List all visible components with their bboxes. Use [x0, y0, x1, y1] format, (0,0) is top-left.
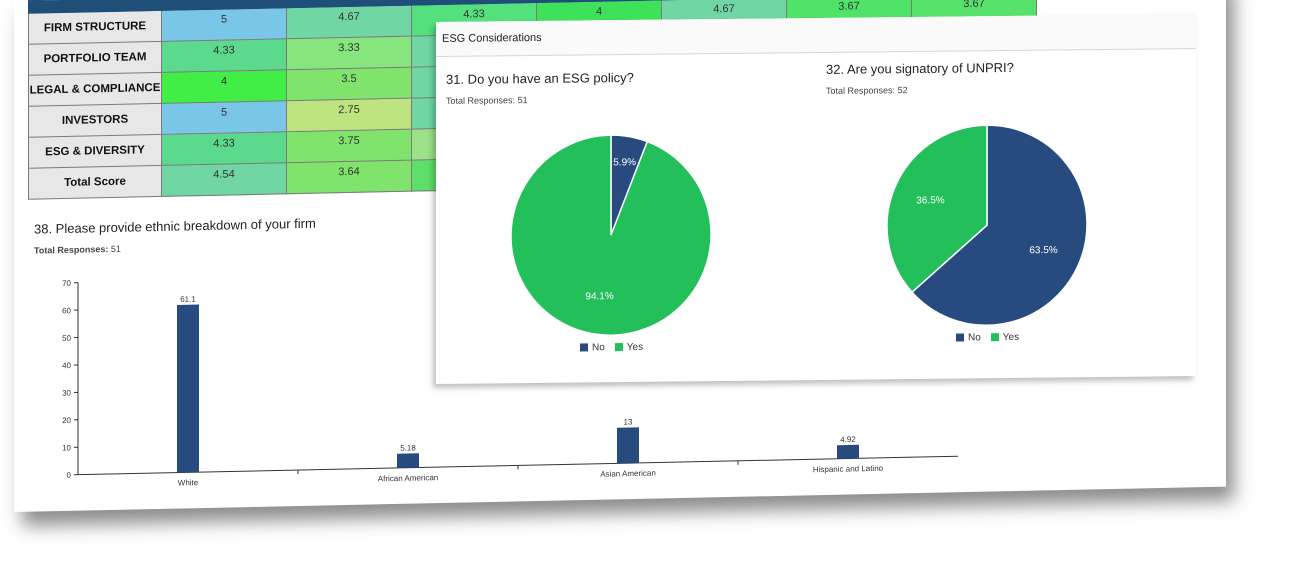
q31-title: 31. Do you have an ESG policy? [446, 69, 634, 87]
y-tick-label: 20 [62, 416, 71, 425]
responses-value: 51 [110, 243, 121, 254]
y-tick-label: 50 [62, 334, 71, 343]
score-cell: 5 [161, 100, 287, 135]
q32-responses: Total Responses: 52 [826, 85, 908, 96]
bar [177, 304, 199, 473]
pie-slice-label: 94.1% [585, 291, 613, 302]
unpri-pie: 63.5% 36.5% [886, 124, 1088, 326]
bar [397, 453, 419, 468]
pie-slice-label: 63.5% [1029, 245, 1057, 256]
q31-responses-label: Total Responses: [446, 95, 516, 106]
q32-legend: No Yes [956, 332, 1019, 344]
score-cell: 2.75 [286, 98, 412, 132]
score-cell: 3.75 [286, 129, 412, 163]
responses-label: Total Responses: [34, 244, 109, 256]
bar-value-label: 61.1 [180, 295, 196, 304]
bar-value-label: 5.18 [400, 443, 416, 452]
y-tick-label: 30 [62, 389, 71, 398]
category-label: White [178, 478, 199, 487]
pie-slice-yes [510, 134, 712, 336]
q31-responses: Total Responses: 51 [446, 95, 528, 106]
row-label: Total Score [28, 165, 162, 200]
pie-slice-label: 5.9% [613, 157, 636, 168]
score-cell: 5 [161, 7, 287, 42]
pie-slice-label: 36.5% [916, 195, 944, 206]
score-cell: 3.5 [286, 67, 412, 101]
report-sheet: FIRM STRUCTURE 5 4.67 4.33 4 4.67 3.67 3.67 PORT… [14, 0, 1226, 512]
ethnic-chart-responses: Total Responses: 51 [34, 244, 121, 256]
score-cell: 4 [161, 69, 287, 104]
y-tick-label: 40 [62, 361, 71, 370]
esg-panel: ESG Considerations 31. Do you have an ES… [436, 14, 1196, 384]
bar-value-label: 4.92 [840, 435, 856, 444]
legend-yes: Yes [990, 332, 1019, 343]
score-cell: 4.67 [286, 5, 412, 39]
legend-no: No [580, 342, 605, 353]
score-cell: 4.54 [161, 162, 287, 197]
score-cell: 4.33 [161, 131, 287, 166]
bar [837, 444, 859, 459]
esg-panel-header: ESG Considerations [436, 14, 1196, 57]
legend-yes: Yes [614, 342, 643, 353]
ethnic-bar-chart: 0 10 20 30 40 50 60 70 61.1 White 5.18 African Amer… [62, 279, 958, 488]
category-label: Hispanic and Latino [813, 464, 884, 474]
score-cell: 3.64 [286, 160, 412, 194]
y-tick-label: 60 [62, 306, 71, 315]
bar-value-label: 13 [624, 417, 633, 426]
category-label: Asian American [600, 469, 656, 479]
bar [617, 427, 639, 464]
q32-title: 32. Are you signatory of UNPRI? [826, 59, 1014, 77]
pie-slice-no [910, 124, 1088, 326]
q31-legend: No Yes [580, 342, 643, 354]
legend-no: No [956, 332, 981, 343]
y-tick-label: 10 [62, 443, 71, 452]
q32-responses-label: Total Responses: [826, 85, 896, 96]
score-cell: 3.33 [286, 36, 412, 70]
row-label: LEGAL & COMPLIANCE [28, 72, 162, 107]
score-cell: 4.33 [161, 38, 287, 73]
row-label: INVESTORS [28, 103, 162, 138]
ethnic-chart-title: 38. Please provide ethnic breakdown of y… [34, 215, 316, 237]
y-tick-label: 0 [67, 471, 72, 480]
pie-slice-yes [886, 124, 988, 294]
row-label: FIRM STRUCTURE [28, 10, 162, 45]
esg-policy-pie: 5.9% 94.1% [510, 134, 712, 336]
y-tick-label: 70 [62, 279, 71, 288]
row-label: PORTFOLIO TEAM [28, 41, 162, 76]
row-label: ESG & DIVERSITY [28, 134, 162, 169]
q31-responses-value: 51 [517, 95, 528, 106]
q32-responses-value: 52 [897, 85, 908, 96]
category-label: African American [378, 473, 438, 483]
